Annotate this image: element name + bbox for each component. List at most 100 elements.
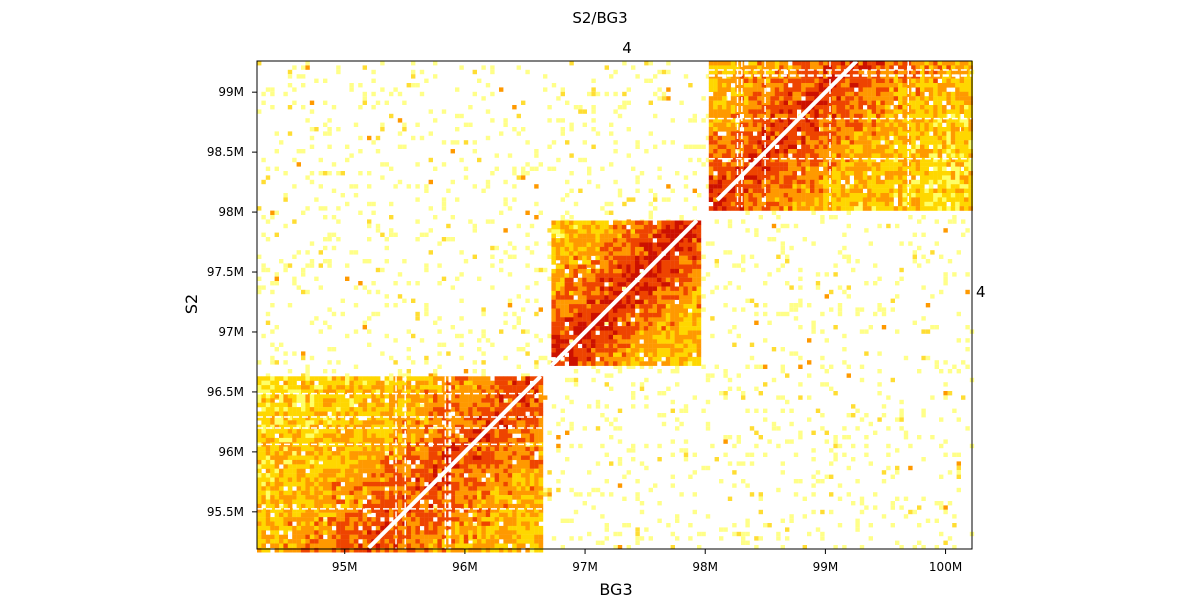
- heat-cell: [499, 385, 504, 390]
- noise-cell: [529, 250, 535, 255]
- heat-cell: [433, 490, 438, 496]
- noise-cell: [477, 157, 482, 163]
- noise-cell: [855, 259, 860, 264]
- heat-cell: [516, 455, 522, 461]
- heat-cell: [340, 517, 346, 522]
- heat-cell: [626, 233, 631, 239]
- noise-cell: [521, 100, 526, 105]
- heat-cell: [591, 224, 596, 230]
- heat-cell: [564, 229, 570, 234]
- heat-cell: [525, 433, 530, 439]
- heat-cell: [274, 451, 280, 456]
- noise-cell: [595, 131, 601, 136]
- heat-cell: [621, 264, 627, 270]
- heat-cell: [345, 464, 350, 469]
- noise-cell: [578, 157, 583, 163]
- heat-cell: [367, 468, 372, 474]
- heat-cell: [477, 424, 482, 430]
- heat-cell: [521, 415, 526, 421]
- heat-cell: [657, 251, 662, 256]
- heat-cell: [573, 233, 578, 239]
- noise-cell: [569, 518, 574, 523]
- heat-cell: [468, 433, 473, 439]
- heat-cell: [411, 437, 416, 443]
- heat-cell: [428, 534, 434, 540]
- heat-cell: [393, 543, 398, 549]
- heat-cell: [551, 260, 556, 265]
- noise-cell: [613, 417, 618, 422]
- heat-cell: [274, 389, 280, 395]
- heat-cell: [446, 517, 451, 522]
- noise-cell: [323, 100, 328, 105]
- noise-cell: [934, 325, 939, 330]
- heat-cell: [555, 238, 561, 243]
- heat-cell: [521, 455, 526, 461]
- heat-cell: [362, 420, 368, 425]
- noise-cell: [578, 109, 583, 114]
- heat-cell: [345, 420, 350, 425]
- heat-cell: [437, 455, 442, 461]
- heat-cell: [340, 415, 346, 421]
- heat-cell: [415, 433, 420, 439]
- heat-cell: [301, 543, 306, 549]
- heat-cell: [340, 380, 346, 386]
- heat-cell: [331, 429, 337, 434]
- noise-cell: [710, 373, 715, 378]
- heat-cell: [257, 521, 262, 527]
- heat-cell: [608, 264, 614, 270]
- heat-cell: [459, 437, 464, 443]
- heat-cell: [534, 437, 539, 443]
- heat-cell: [441, 464, 447, 469]
- heat-cell: [490, 455, 495, 461]
- noise-cell: [741, 536, 746, 541]
- heat-cell: [477, 481, 482, 487]
- noise-cell: [648, 201, 653, 207]
- heat-cell: [617, 260, 622, 265]
- noise-cell: [741, 391, 746, 396]
- noise-cell: [569, 377, 574, 383]
- heat-cell: [327, 424, 332, 430]
- heat-cell: [318, 420, 324, 425]
- noise-cell: [635, 536, 640, 541]
- heat-cell: [463, 508, 469, 513]
- noise-cell: [780, 408, 785, 413]
- noise-cell: [666, 87, 671, 92]
- noise-cell: [503, 228, 508, 233]
- heat-cell: [331, 411, 337, 417]
- heat-cell: [591, 246, 596, 252]
- noise-cell: [433, 74, 438, 79]
- noise-cell: [393, 338, 398, 343]
- heat-cell: [428, 433, 434, 439]
- heat-cell: [455, 486, 460, 491]
- heat-cell: [529, 525, 535, 531]
- heat-cell: [380, 442, 385, 447]
- heat-cell: [692, 224, 697, 230]
- heat-cell: [468, 420, 473, 425]
- heat-cell: [419, 380, 425, 386]
- noise-cell: [393, 303, 398, 308]
- heat-cell: [494, 429, 500, 434]
- heat-cell: [265, 547, 271, 553]
- noise-cell: [851, 404, 856, 409]
- heat-cell: [472, 380, 478, 386]
- heat-cell: [507, 398, 513, 403]
- heat-cell: [494, 503, 500, 509]
- heat-cell: [327, 437, 332, 443]
- noise-cell: [402, 259, 407, 264]
- noise-cell: [450, 237, 455, 242]
- heat-cell: [301, 385, 306, 390]
- noise-cell: [301, 210, 306, 215]
- heat-cell: [389, 539, 394, 544]
- heat-cell: [481, 411, 486, 417]
- noise-cell: [622, 201, 627, 207]
- heat-cell: [261, 477, 266, 483]
- heat-cell: [428, 508, 434, 513]
- heat-cell: [437, 415, 442, 421]
- noise-cell: [314, 197, 319, 202]
- noise-cell: [798, 435, 803, 440]
- heat-cell: [468, 424, 473, 430]
- noise-cell: [692, 509, 697, 515]
- heat-cell: [499, 495, 504, 500]
- heat-cell: [371, 433, 376, 439]
- heat-cell: [696, 238, 702, 243]
